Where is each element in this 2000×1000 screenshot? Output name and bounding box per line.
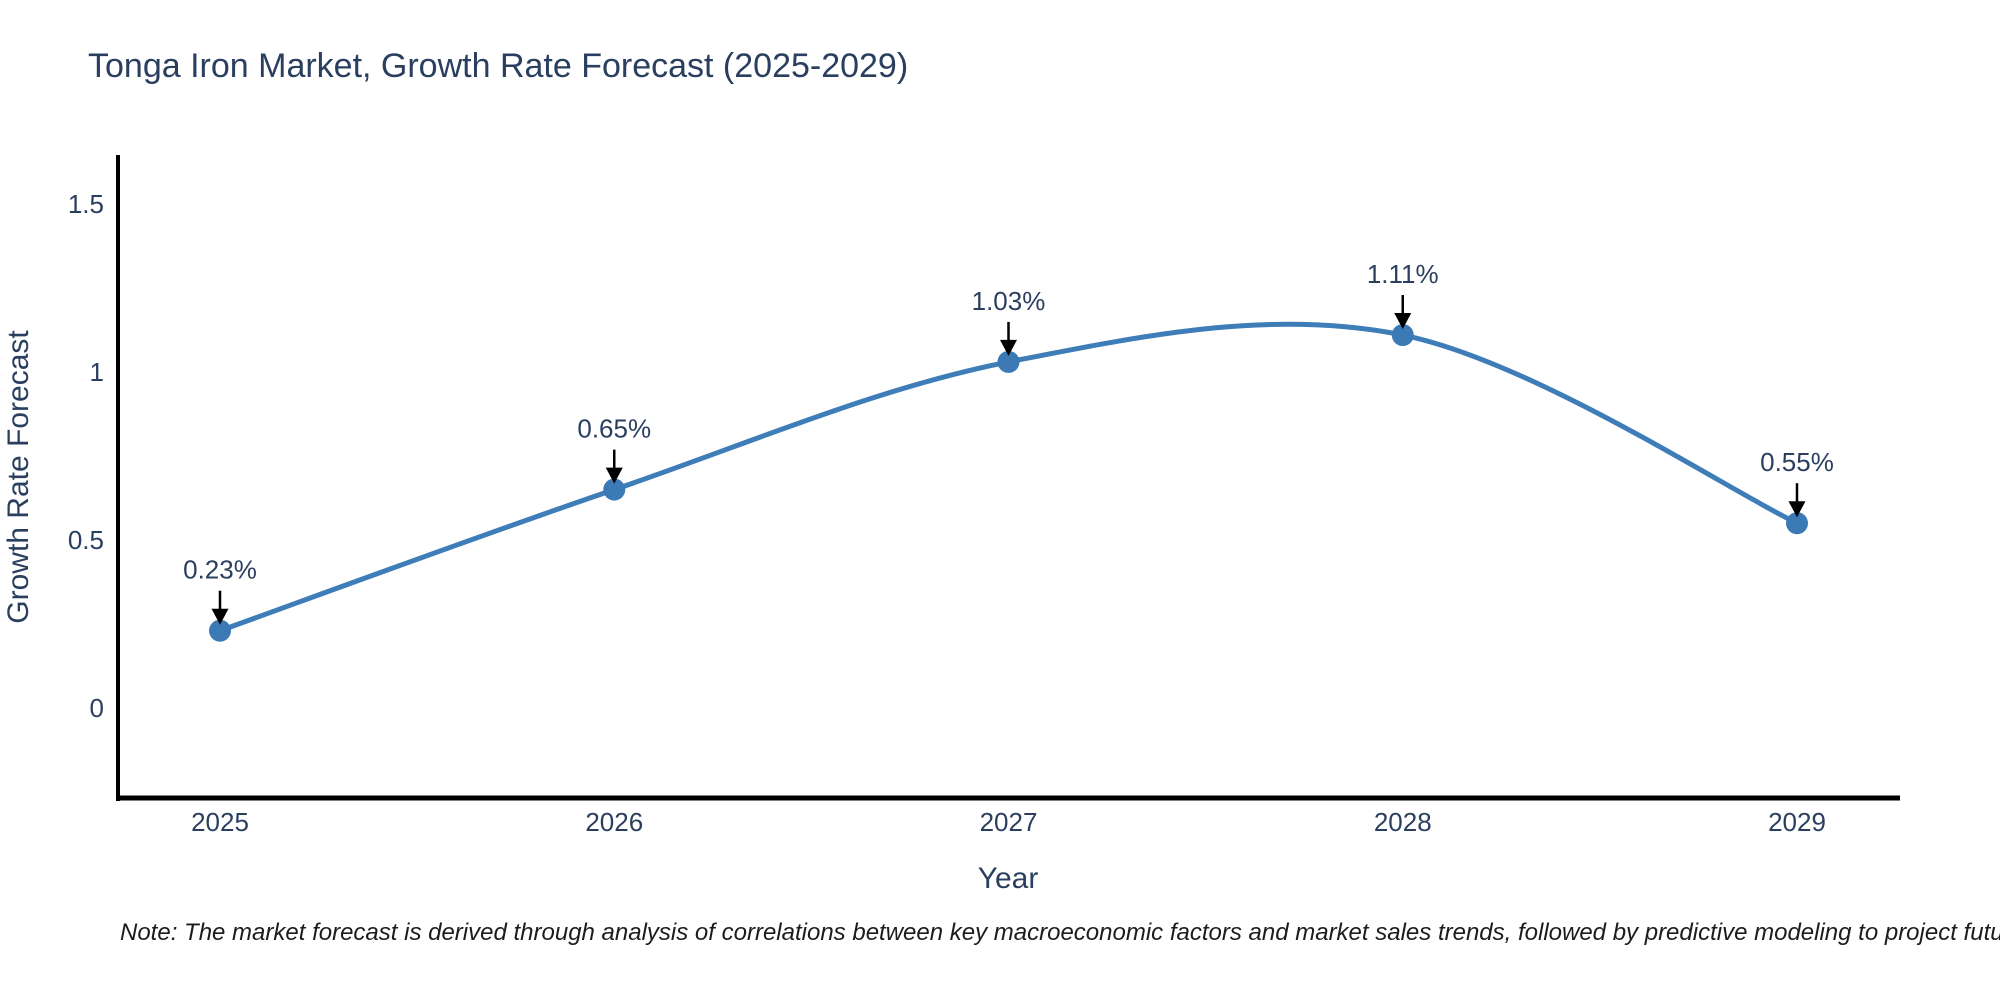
annotation-label: 1.03%	[972, 286, 1046, 316]
x-axis-title: Year	[978, 862, 1039, 895]
annotation-arrowhead	[1000, 339, 1017, 356]
annotation-arrowhead	[605, 467, 623, 484]
y-axis-title: Growth Rate Forecast	[2, 330, 35, 624]
plot-area: 0 0.5 1 1.5 2025 2026 2027 2028 2029 0.23% 0.65% 1.…	[68, 189, 1834, 837]
x-tick-label: 2027	[980, 807, 1038, 837]
y-tick-label: 0.5	[68, 525, 104, 555]
data-point-2029[interactable]	[1786, 512, 1808, 535]
data-point-2026[interactable]	[603, 478, 626, 501]
data-point-2025[interactable]	[209, 619, 231, 642]
chart-title: Tonga Iron Market, Growth Rate Forecast …	[88, 47, 908, 85]
x-tick-label: 2029	[1768, 807, 1826, 837]
x-tick-label: 2025	[191, 807, 249, 837]
y-tick-label: 1.5	[68, 189, 104, 219]
annotation-arrowhead	[1788, 501, 1806, 518]
y-tick-label: 1	[90, 357, 104, 387]
data-point-2028[interactable]	[1391, 324, 1414, 347]
data-point-2027[interactable]	[997, 350, 1020, 373]
x-tick-label: 2028	[1374, 807, 1432, 837]
footnote: Note: The market forecast is derived thr…	[120, 919, 2000, 946]
y-tick-label: 0	[90, 693, 104, 723]
annotation-label: 0.65%	[577, 414, 651, 444]
annotation-label: 0.23%	[183, 555, 257, 585]
annotation-label: 1.11%	[1367, 259, 1439, 289]
annotation-label: 0.55%	[1760, 447, 1834, 477]
x-tick-label: 2026	[585, 807, 643, 837]
annotation-arrowhead	[211, 608, 229, 625]
annotation-arrowhead	[1394, 313, 1412, 330]
